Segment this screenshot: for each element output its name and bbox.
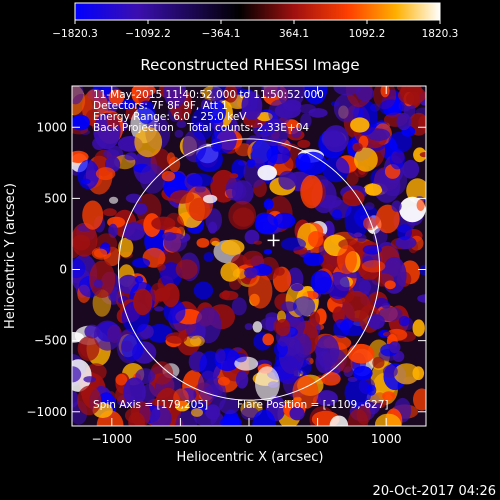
colorbar-tick-label: −1820.3 [52, 28, 98, 40]
x-tick-label: −500 [164, 432, 197, 446]
colorbar-tick-label: −364.1 [202, 28, 241, 40]
colorbar-tick-label: 1820.3 [422, 28, 459, 40]
x-tick-label: 500 [306, 432, 329, 446]
y-axis-label: Heliocentric Y (arcsec) [3, 183, 18, 329]
x-tick-label: −1000 [91, 432, 132, 446]
y-tick-label: 1000 [36, 120, 67, 134]
info-line-time: 11-May-2015 11:40:52.000 to 11:50:52.000 [93, 89, 324, 101]
x-axis: −1000 −500 0 500 1000 [91, 86, 401, 446]
flare-position-label: Flare Position = [-1109,-627] [237, 399, 389, 411]
y-tick-label: −1000 [26, 405, 67, 419]
colorbar-ticks: −1820.3 −1092.2 −364.1 364.1 1092.2 1820.3 [52, 20, 458, 40]
colorbar-tick-label: 1092.2 [349, 28, 386, 40]
footer-timestamp: 20-Oct-2017 04:26 [373, 484, 496, 499]
colorbar-tick-label: −1092.2 [125, 28, 171, 40]
chart-title: Reconstructed RHESSI Image [140, 56, 359, 74]
info-line-detectors: Detectors: 7F 8F 9F, Att 1 [93, 100, 228, 112]
info-line-method: Back Projection Total counts: 2.33E+04 [93, 122, 309, 134]
y-axis: −1000 −500 0 500 1000 [26, 120, 426, 419]
x-axis-label: Heliocentric X (arcsec) [177, 450, 324, 465]
info-text: 11-May-2015 11:40:52.000 to 11:50:52.000… [93, 89, 324, 134]
colorbar [74, 2, 441, 21]
heatmap-image [72, 86, 426, 426]
spin-axis-label: Spin Axis = [179,205] [93, 399, 208, 411]
info-line-energy: Energy Range: 6.0 - 25.0 keV [93, 111, 247, 123]
flare-marker [267, 234, 280, 247]
y-tick-label: −500 [34, 334, 67, 348]
x-tick-label: 1000 [371, 432, 402, 446]
x-tick-label: 0 [245, 432, 253, 446]
y-tick-label: 0 [59, 263, 67, 277]
colorbar-tick-label: 364.1 [279, 28, 309, 40]
y-tick-label: 500 [44, 191, 67, 205]
solar-limb-circle [117, 138, 381, 401]
